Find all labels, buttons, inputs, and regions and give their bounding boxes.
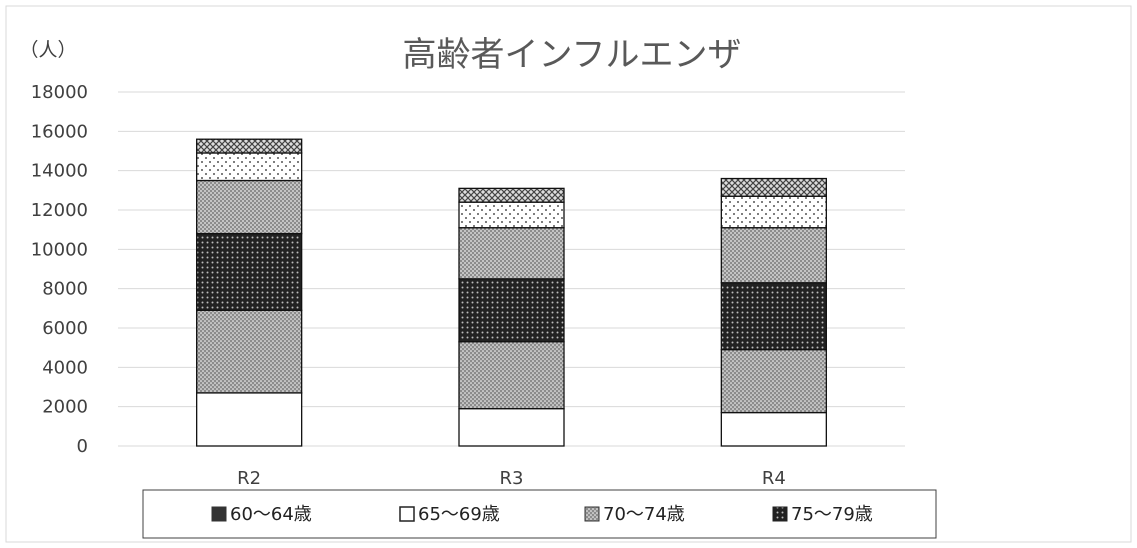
bar-segment-r2-3 xyxy=(196,179,303,235)
y-tick-label: 6000 xyxy=(42,318,88,339)
chart-title: 高齢者インフルエンザ xyxy=(403,35,742,75)
bar-segment-r4-4 xyxy=(720,195,827,229)
bar-segment-r2-1 xyxy=(196,309,303,394)
legend-label-60-64: 60～64歳 xyxy=(230,504,312,525)
legend-item-75-79: 75～79歳 xyxy=(772,504,873,525)
bar-segment-r2-0 xyxy=(196,392,303,447)
bar-segment-r2-2 xyxy=(196,232,303,311)
bar-segment-r3-3 xyxy=(458,227,565,280)
legend: 60～64歳 65～69歳 70～74歳 75～79歳 xyxy=(142,489,937,539)
y-tick-label: 16000 xyxy=(31,121,88,142)
bar-segment-r3-0 xyxy=(458,407,565,447)
bar-segment-r2-5 xyxy=(196,138,303,154)
bar-segment-r4-2 xyxy=(720,282,827,351)
bar-segment-r4-3 xyxy=(720,227,827,284)
bar-segment-r3-5 xyxy=(458,187,565,203)
legend-item-70-74: 70～74歳 xyxy=(584,504,685,525)
x-axis-ticks: R2 R3 R4 xyxy=(237,468,786,489)
legend-item-65-69: 65～69歳 xyxy=(399,504,500,525)
legend-swatch-65-69 xyxy=(399,506,415,522)
x-tick-label: R3 xyxy=(500,468,524,489)
y-tick-label: 18000 xyxy=(31,82,88,103)
bar-segment-r2-4 xyxy=(196,152,303,182)
y-tick-label: 4000 xyxy=(42,357,88,378)
legend-label-75-79: 75～79歳 xyxy=(791,504,873,525)
bar-segment-r4-0 xyxy=(720,411,827,447)
bar-segment-r4-5 xyxy=(720,177,827,197)
legend-label-70-74: 70～74歳 xyxy=(603,504,685,525)
bars xyxy=(196,138,827,447)
legend-swatch-60-64 xyxy=(211,506,227,522)
bar-segment-r4-1 xyxy=(720,348,827,414)
legend-label-65-69: 65～69歳 xyxy=(418,504,500,525)
y-axis-ticks: 0 2000 4000 6000 8000 10000 12000 14000 16000 180… xyxy=(31,82,88,457)
y-tick-label: 2000 xyxy=(42,397,88,418)
bar-segment-r3-1 xyxy=(458,341,565,410)
y-axis-unit-label: （人） xyxy=(19,39,76,61)
x-tick-label: R2 xyxy=(237,468,261,489)
y-tick-label: 10000 xyxy=(31,239,88,260)
y-tick-label: 8000 xyxy=(42,279,88,300)
legend-swatch-70-74 xyxy=(584,506,600,522)
legend-item-60-64: 60～64歳 xyxy=(211,504,312,525)
bar-segment-r3-2 xyxy=(458,278,565,343)
y-tick-label: 14000 xyxy=(31,161,88,182)
y-tick-label: 0 xyxy=(77,436,88,457)
chart-frame xyxy=(5,5,1132,543)
x-tick-label: R4 xyxy=(762,468,786,489)
legend-swatch-75-79 xyxy=(772,506,788,522)
y-tick-label: 12000 xyxy=(31,200,88,221)
legend-box xyxy=(142,489,937,539)
bar-segment-r3-4 xyxy=(458,201,565,229)
